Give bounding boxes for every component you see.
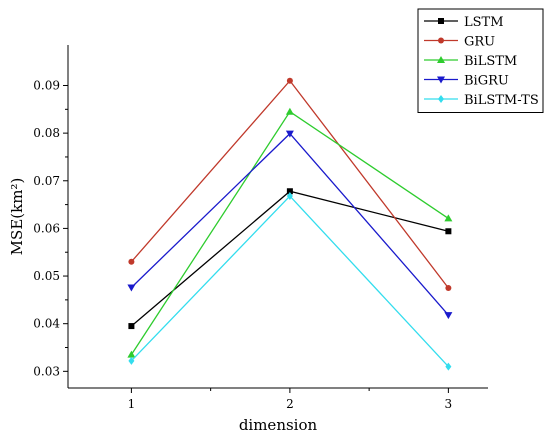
data-point-bigru [127,284,136,292]
series-bilstm [127,107,453,358]
series-line-bigru [130,132,449,316]
y-tick-label: 0.03 [33,364,60,378]
data-point-lstm [128,323,135,330]
legend-marker-lstm [438,18,444,24]
y-tick-label: 0.04 [33,317,60,331]
y-tick-label: 0.06 [33,221,60,235]
x-tick-label: 1 [128,397,136,411]
data-point-gru [286,77,293,84]
data-point-lstm [445,228,452,235]
legend-marker-bilstm [437,56,445,63]
data-point-bilstm [127,350,136,358]
legend-label-bilstm-ts: BiLSTM-TS [464,93,539,108]
data-point-bilstm-ts [286,192,293,201]
legend-label-lstm: LSTM [464,15,504,30]
legend-marker-gru [438,37,444,44]
axes: 0.03 0.04 0.05 0.06 0.07 0.08 0.09 1 2 3 [33,45,488,411]
series-line-bilstm [130,110,449,356]
legend-label-gru: GRU [464,35,495,50]
data-point-gru [128,258,135,265]
legend-label-bilstm: BiLSTM [464,54,517,69]
series-layer [127,77,453,371]
x-axis-title: dimension [239,416,318,434]
data-point-bigru [444,312,453,320]
data-point-lstm [286,188,293,195]
legend: LSTM GRU BiLSTM BiGRU BiLSTM-TS [417,8,544,113]
y-tick-label: 0.07 [33,174,60,188]
y-tick-label: 0.08 [33,126,60,140]
series-gru [128,77,452,291]
x-tick-label: 3 [445,397,453,411]
y-tick-label: 0.09 [33,78,60,92]
y-tick-label: 0.05 [33,269,60,283]
legend-marker-bigru [437,76,445,84]
series-line-lstm [130,190,449,327]
data-point-bigru [285,130,294,138]
x-tick-label: 2 [286,397,294,411]
legend-marker-bilstm-ts [438,95,444,103]
data-point-gru [445,284,452,291]
data-point-bilstm [444,214,453,222]
data-point-bilstm-ts [445,362,452,371]
legend-label-bigru: BiGRU [464,74,509,89]
series-bigru [127,130,453,320]
series-bilstm-ts [128,192,452,371]
data-point-bilstm [285,107,294,115]
data-point-bilstm-ts [128,356,135,365]
y-axis-title: MSE(km²) [8,178,26,256]
